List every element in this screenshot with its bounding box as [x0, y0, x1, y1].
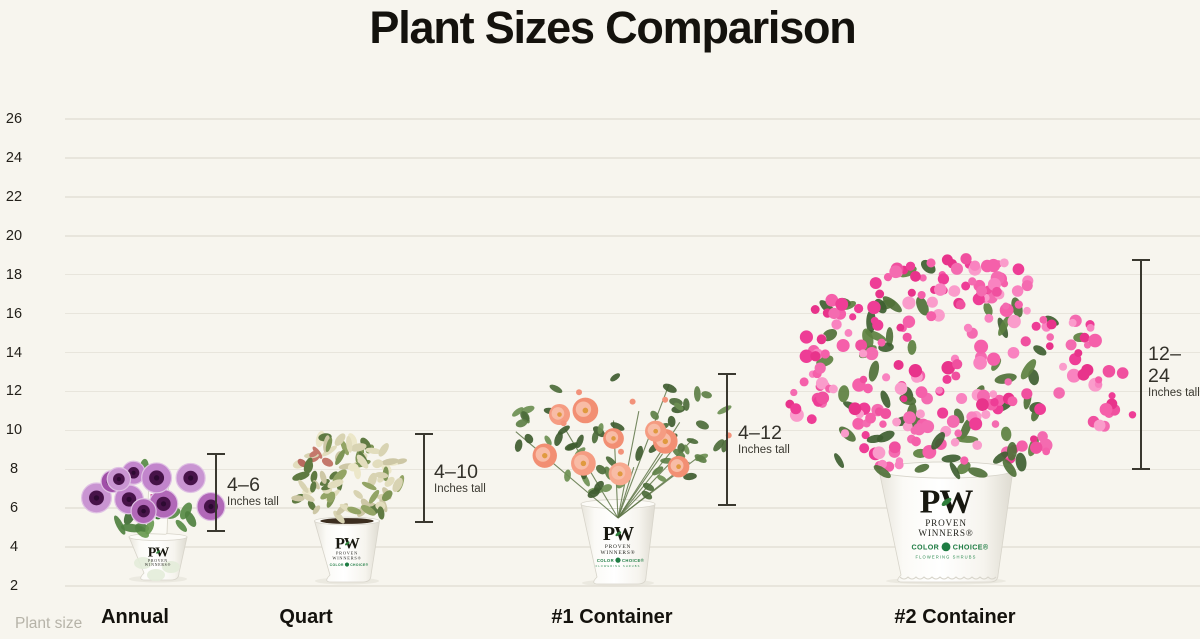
pot-color-choice-left: COLOR	[911, 544, 939, 552]
pot-brand-line1: PROVEN	[336, 551, 358, 556]
height-range-unit: Inches tall	[1148, 387, 1200, 399]
pot-color-choice-right: CHOICE®	[622, 558, 645, 563]
y-tick-label: 2	[9, 578, 19, 594]
pot-logo-leaf-icon	[156, 550, 161, 554]
dimension-cap-top	[414, 433, 433, 435]
gridline	[65, 118, 1200, 120]
foliage-and-flowers	[80, 458, 226, 538]
pot-brand-line1: PROVEN	[925, 518, 967, 528]
y-tick-label: 12	[5, 383, 23, 400]
color-choice-leaf-icon	[344, 562, 350, 567]
height-range-unit: Inches tall	[227, 496, 279, 508]
dimension-cap-bottom	[718, 504, 736, 506]
dimension-cap-bottom	[1131, 468, 1150, 470]
chart-title: Plant Sizes Comparison	[369, 2, 856, 53]
pot-logo-leaf-icon	[344, 541, 350, 546]
pot-logo-leaf-icon	[615, 531, 622, 537]
y-tick-label: 8	[9, 461, 19, 478]
y-tick-label: 4	[9, 539, 19, 556]
category-label-quart: Quart	[279, 606, 333, 628]
height-label-annual: 4–6 Inches tall	[227, 474, 279, 509]
y-tick-label: 10	[5, 422, 23, 439]
height-range-value: 4–6	[227, 474, 261, 496]
y-tick-label: 24	[5, 149, 23, 166]
y-tick-label: 20	[5, 227, 23, 244]
color-choice-leaf-icon	[615, 557, 621, 563]
gridline	[65, 429, 1200, 432]
gridline	[65, 157, 1200, 159]
foliage-and-flowers	[785, 253, 1137, 480]
dimension-line-annual	[206, 453, 225, 532]
dimension-cap-top	[206, 453, 225, 455]
height-label-2container: 12–24 Inches tall	[1148, 343, 1200, 400]
gridline	[65, 273, 1200, 276]
pot-brand-line2: WINNERS®	[600, 549, 635, 556]
pot-shrubs-line: FLOWERING SHRUBS	[916, 554, 977, 559]
y-tick-label: 16	[5, 305, 23, 322]
dimension-cap-bottom	[206, 530, 225, 532]
foliage-and-flowers	[291, 430, 407, 524]
gridline	[65, 468, 1200, 470]
dimension-line-2container	[1131, 259, 1150, 470]
pot-color-choice-left: COLOR	[597, 558, 614, 563]
height-label-quart: 4–10 Inches tall	[434, 461, 486, 496]
pot-brand-line2: WINNERS®	[918, 528, 973, 538]
height-range-value: 4–12	[738, 422, 783, 444]
pot-brand-line2: WINNERS®	[332, 555, 361, 560]
gridline	[65, 196, 1200, 198]
gridline	[65, 390, 1200, 393]
gridline	[65, 351, 1200, 354]
dimension-cap-top	[718, 373, 736, 375]
y-tick-label: 6	[9, 500, 19, 517]
y-tick-label: 18	[5, 266, 23, 283]
height-label-1container: 4–12 Inches tall	[738, 422, 790, 457]
y-tick-label: 22	[5, 188, 23, 205]
y-tick-label: 26	[5, 111, 23, 127]
pot-color-choice-left: COLOR	[330, 563, 344, 567]
x-axis-label: Plant size	[15, 615, 83, 632]
dimension-line-quart	[414, 433, 433, 523]
dimension-cap-top	[1131, 259, 1150, 261]
pot-brand-line1: PROVEN	[148, 559, 168, 563]
pot-color-choice-right: CHOICE®	[953, 544, 989, 552]
category-label-annual: Annual	[101, 606, 169, 628]
pot-logo-text: PW	[148, 545, 170, 560]
height-range-unit: Inches tall	[434, 483, 486, 495]
category-label-2container: #2 Container	[894, 606, 1016, 628]
gridline	[65, 312, 1200, 315]
pot-logo-leaf-icon	[941, 497, 952, 507]
category-label-1container: #1 Container	[551, 606, 673, 628]
pot-brand-line1: PROVEN	[605, 544, 631, 550]
pot-shrubs-line: FLOWERING SHRUBS	[596, 564, 641, 568]
height-range-value: 12–24	[1148, 343, 1182, 387]
y-tick-label: 14	[5, 344, 23, 361]
height-range-value: 4–10	[434, 461, 479, 483]
height-range-unit: Inches tall	[738, 444, 790, 456]
color-choice-leaf-icon	[941, 542, 951, 552]
dimension-line-1container	[718, 373, 736, 506]
dimension-cap-bottom	[414, 521, 433, 523]
pot-color-choice-right: CHOICE®	[350, 563, 368, 567]
foliage-and-flowers	[512, 373, 732, 519]
gridline	[65, 235, 1200, 237]
pot-brand-line2: WINNERS®	[145, 562, 171, 567]
